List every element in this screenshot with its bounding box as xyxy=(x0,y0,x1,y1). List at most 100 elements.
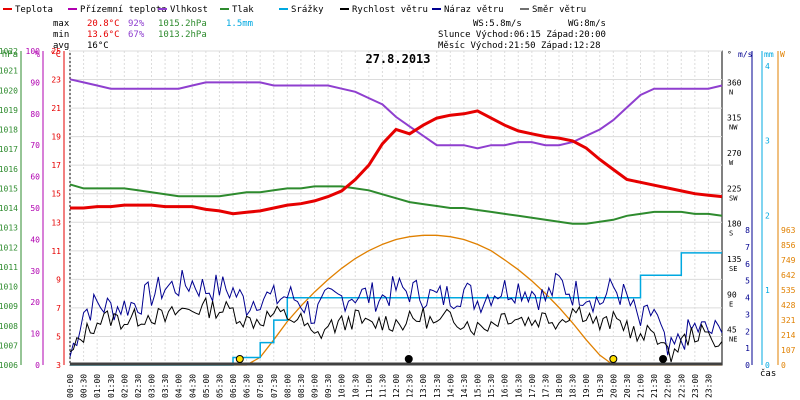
legend-label-7: Směr větru xyxy=(532,5,586,15)
x-tick-18: 09:00 xyxy=(311,374,320,398)
x-tick-40: 20:00 xyxy=(609,374,618,398)
w-tick-1: 856 xyxy=(781,241,796,250)
deg-tick-7: 45 xyxy=(727,326,737,335)
w-axis-title: W xyxy=(780,50,785,59)
series-humidity xyxy=(69,78,723,150)
pct-tick-7: 30 xyxy=(30,267,40,276)
c-tick-6: 13 xyxy=(51,218,61,227)
pct-tick-2: 80 xyxy=(30,110,40,119)
deg-dir-1: NW xyxy=(729,124,738,132)
ms-tick-1: 7 xyxy=(745,243,750,252)
x-tick-31: 15:30 xyxy=(487,374,496,398)
deg-axis-title: ° xyxy=(727,50,732,59)
x-tick-15: 07:30 xyxy=(270,374,279,398)
x-tick-14: 07:00 xyxy=(256,374,265,398)
deg-tick-4: 180 xyxy=(727,220,742,229)
x-tick-19: 09:30 xyxy=(324,374,333,398)
x-axis-title: čas xyxy=(760,368,776,379)
x-tick-32: 16:00 xyxy=(501,374,510,398)
hpa-tick-14: 1008 xyxy=(0,322,18,331)
x-tick-42: 21:00 xyxy=(637,374,646,398)
deg-dir-2: W xyxy=(729,159,734,167)
deg-dir-7: NE xyxy=(729,336,737,344)
hpa-tick-6: 1016 xyxy=(0,165,18,174)
info-block: WS:5.8m/s WG:8m/s Slunce Východ:06:15 Zá… xyxy=(438,19,606,51)
x-tick-17: 08:30 xyxy=(297,374,306,398)
x-tick-21: 10:30 xyxy=(351,374,360,398)
stat-max-temp: 20.8°C xyxy=(87,19,120,29)
c-tick-5: 15 xyxy=(51,190,61,199)
deg-tick-3: 225 xyxy=(727,184,742,193)
x-tick-12: 06:00 xyxy=(229,374,238,398)
mm-tick-1: 3 xyxy=(765,137,770,146)
w-tick-4: 535 xyxy=(781,286,796,295)
c-tick-2: 21 xyxy=(51,104,61,113)
hpa-tick-5: 1017 xyxy=(0,145,18,154)
w-tick-5: 428 xyxy=(781,301,796,310)
x-tick-28: 14:00 xyxy=(446,374,455,398)
legend-label-2: Vlhkost xyxy=(170,5,208,15)
stat-max-rain: 1.5mm xyxy=(226,19,253,29)
info-moon: Měsíc Východ:21:50 Západ:12:28 xyxy=(438,41,601,51)
mm-tick-3: 1 xyxy=(765,286,770,295)
hpa-tick-12: 1010 xyxy=(0,283,18,292)
series-pressure xyxy=(69,183,723,225)
c-axis-title: °C xyxy=(50,50,61,60)
x-tick-8: 04:00 xyxy=(175,374,184,398)
pct-tick-0: 100 xyxy=(26,47,41,56)
stat-min-temp: 13.6°C xyxy=(87,30,120,40)
mm-tick-0: 4 xyxy=(765,62,770,71)
deg-tick-6: 90 xyxy=(727,290,737,299)
stat-avg-label: avg xyxy=(53,41,69,51)
x-tick-3: 01:30 xyxy=(107,374,116,398)
hpa-tick-7: 1015 xyxy=(0,184,18,193)
x-tick-29: 14:30 xyxy=(460,374,469,398)
stat-avg-temp: 16°C xyxy=(87,41,109,51)
x-tick-35: 17:30 xyxy=(541,374,550,398)
x-tick-41: 20:30 xyxy=(623,374,632,398)
deg-tick-5: 135 xyxy=(727,255,742,264)
deg-dir-3: SW xyxy=(729,194,738,202)
x-tick-9: 04:30 xyxy=(188,374,197,398)
x-tick-27: 13:30 xyxy=(433,374,442,398)
x-tick-11: 05:30 xyxy=(215,374,224,398)
x-tick-4: 02:00 xyxy=(120,374,129,398)
x-tick-20: 10:00 xyxy=(338,374,347,398)
x-tick-37: 18:30 xyxy=(569,374,578,398)
stat-max-label: max xyxy=(53,19,70,29)
c-tick-11: 3 xyxy=(56,361,61,370)
stat-min-press: 1013.2hPa xyxy=(158,30,207,40)
hpa-tick-4: 1018 xyxy=(0,126,18,135)
x-tick-46: 23:00 xyxy=(691,374,700,398)
stat-min-hum: 67% xyxy=(128,30,145,40)
ms-tick-4: 4 xyxy=(745,294,750,303)
x-tick-2: 01:00 xyxy=(93,374,102,398)
legend-label-6: Náraz větru xyxy=(444,5,504,15)
x-tick-0: 00:00 xyxy=(66,374,75,398)
stat-max-press: 1015.2hPa xyxy=(158,19,207,29)
legend-label-5: Rychlost větru xyxy=(352,5,428,15)
pct-tick-5: 50 xyxy=(30,204,40,213)
x-tick-45: 22:30 xyxy=(677,374,686,398)
sunrise-marker xyxy=(235,355,244,363)
axes: hPa1022102110201019101810171016101510141… xyxy=(0,47,796,398)
x-tick-47: 23:30 xyxy=(704,374,713,398)
hpa-axis-title: hPa xyxy=(2,50,18,60)
x-tick-34: 17:00 xyxy=(528,374,537,398)
legend-label-3: Tlak xyxy=(232,5,254,15)
c-tick-7: 11 xyxy=(51,247,61,256)
info-ws: WS:5.8m/s xyxy=(473,19,522,29)
x-tick-33: 16:30 xyxy=(514,374,523,398)
w-tick-7: 214 xyxy=(781,331,796,340)
hpa-tick-10: 1012 xyxy=(0,243,18,252)
series-wind xyxy=(69,296,723,363)
x-tick-39: 19:30 xyxy=(596,374,605,398)
ms-tick-6: 2 xyxy=(745,327,750,336)
hpa-tick-11: 1011 xyxy=(0,263,18,272)
moonset-marker xyxy=(404,355,413,363)
ms-tick-7: 1 xyxy=(745,344,750,353)
pct-tick-4: 60 xyxy=(30,173,40,182)
ms-tick-3: 5 xyxy=(745,277,750,286)
hpa-tick-3: 1019 xyxy=(0,106,18,115)
ms-tick-5: 3 xyxy=(745,310,750,319)
